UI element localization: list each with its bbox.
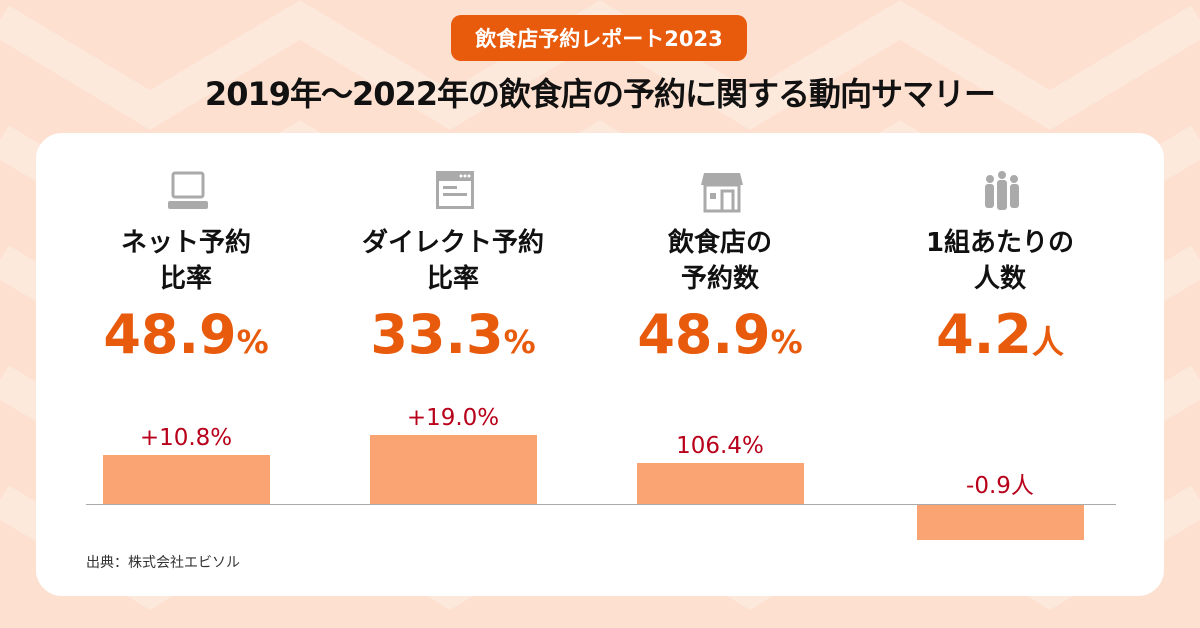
page-title: 2019年〜2022年の飲食店の予約に関する動向サマリー [204,75,996,113]
summary-card: ネット予約 比率 48.9% ダイレクト予約 比率 33.3% 飲食店の 予約数 48… [36,133,1164,596]
metric-value: 4.2人 [936,303,1064,366]
browser-window-icon [436,171,474,209]
metric-label: 人数 [973,264,1026,294]
metric-value: 33.3% [370,303,536,366]
source-note: 出典：株式会社エビソル [86,555,240,571]
baseline [86,504,1116,505]
bar-direct-reservation [370,435,537,505]
metric-label: 飲食店の [667,228,772,258]
metric-value: 48.9% [103,303,269,366]
storefront-icon [701,173,743,213]
bar-net-reservation [103,455,270,505]
bar-party-size [917,504,1084,540]
metric-value: 48.9% [637,303,803,366]
metric-label: 予約数 [680,264,759,294]
data-label: +19.0% [406,405,500,431]
metric-label: 1組あたりの [925,228,1075,258]
metric-label: ネット予約 [120,228,251,258]
data-label: -0.9人 [966,473,1034,499]
people-group-icon [985,171,1019,210]
metric-label: 比率 [159,264,212,294]
data-label: 106.4% [676,433,764,459]
bar-reservation-count [637,463,804,505]
report-badge: 飲食店予約レポート2023 [451,15,747,61]
data-label: +10.8% [139,425,233,451]
metric-label: ダイレクト予約 [361,228,544,258]
laptop-icon [168,171,208,209]
metric-label: 比率 [426,264,479,294]
